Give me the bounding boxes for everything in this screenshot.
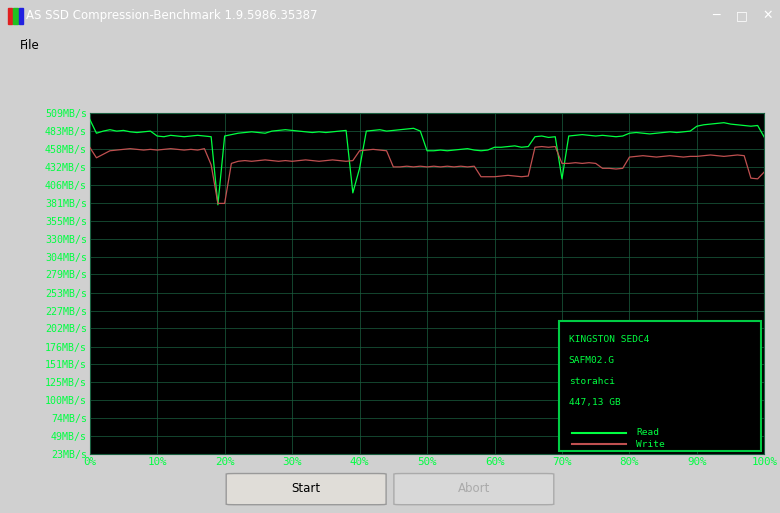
FancyBboxPatch shape [226,473,386,505]
Text: Read: Read [636,428,659,437]
Text: File: File [20,39,39,52]
FancyBboxPatch shape [394,473,554,505]
Text: Start: Start [292,482,321,495]
Text: KINGSTON SEDC4: KINGSTON SEDC4 [569,336,649,344]
Text: ✕: ✕ [762,9,773,23]
Text: AS SSD Compression-Benchmark 1.9.5986.35387: AS SSD Compression-Benchmark 1.9.5986.35… [26,9,317,23]
Bar [19,8,23,24]
Bar [13,8,18,24]
Text: □: □ [736,9,748,23]
Bar [558,321,761,450]
Text: SAFM02.G: SAFM02.G [569,356,615,365]
Text: storahci: storahci [569,377,615,386]
Text: 447,13 GB: 447,13 GB [569,398,620,407]
Text: Write: Write [636,440,665,449]
Text: ─: ─ [712,9,720,23]
Bar [8,8,12,24]
Text: Abort: Abort [458,482,490,495]
